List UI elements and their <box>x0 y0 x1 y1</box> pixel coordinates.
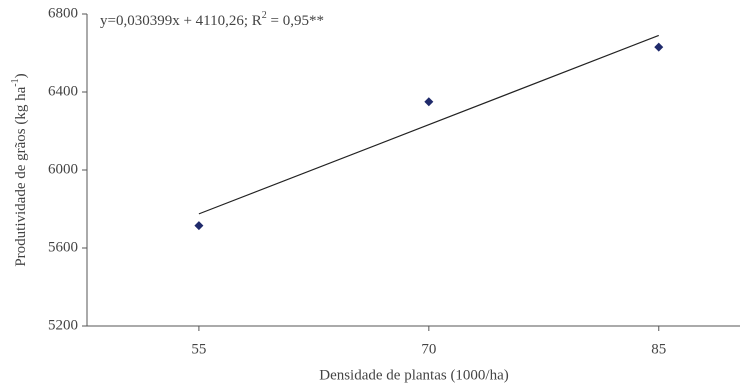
y-axis-label: Produtividade de grãos (kg ha-1) <box>10 73 29 266</box>
x-axis-label: Densidade de plantas (1000/ha) <box>319 367 509 383</box>
data-point <box>654 42 664 52</box>
trend-line <box>198 34 659 215</box>
x-tick-label: 85 <box>651 341 666 357</box>
data-point <box>424 97 434 107</box>
data-point <box>194 221 204 231</box>
x-tick-label: 70 <box>421 341 436 357</box>
annotation: y=0,030399x + 4110,26; R2 = 0,95** <box>100 10 324 29</box>
y-tick-label: 5200 <box>48 317 78 333</box>
y-tick-label: 5600 <box>48 239 78 255</box>
x-tick-label: 55 <box>191 341 206 357</box>
y-tick-label: 6400 <box>48 83 78 99</box>
y-tick-label: 6000 <box>48 161 78 177</box>
y-tick-label: 6800 <box>48 5 78 21</box>
